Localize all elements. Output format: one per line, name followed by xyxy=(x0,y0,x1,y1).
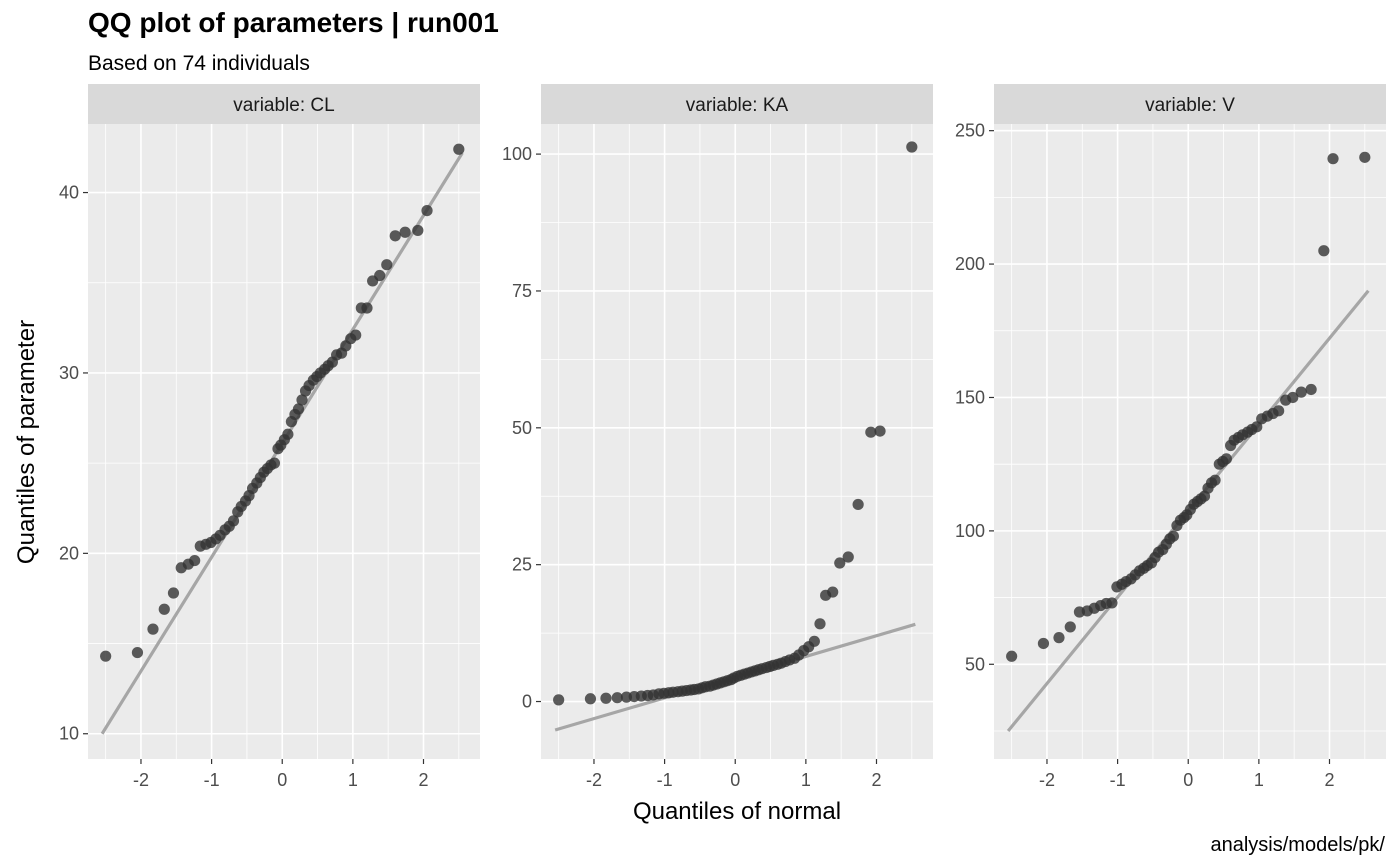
y-tick-label: 75 xyxy=(512,281,532,301)
x-tick-label: 1 xyxy=(1254,770,1264,790)
data-point xyxy=(600,692,612,704)
data-point xyxy=(834,557,846,569)
data-point xyxy=(399,226,411,238)
data-point xyxy=(381,259,393,271)
data-point xyxy=(1305,383,1317,396)
facet-strip xyxy=(541,84,933,124)
panel-background xyxy=(541,124,933,759)
data-point xyxy=(842,551,854,563)
x-tick-label: 0 xyxy=(277,770,287,790)
data-point xyxy=(906,141,918,153)
facet-strip xyxy=(88,84,480,124)
y-axis-title: Quantiles of parameter xyxy=(13,320,40,564)
data-point xyxy=(1273,405,1285,417)
data-point xyxy=(268,457,281,469)
data-point xyxy=(1287,391,1299,404)
data-point xyxy=(1251,421,1263,433)
y-tick-label: 50 xyxy=(965,654,985,674)
data-point xyxy=(1106,597,1118,609)
data-point xyxy=(1209,474,1221,486)
x-tick-label: 1 xyxy=(348,770,358,790)
data-point xyxy=(361,302,373,314)
x-tick-label: -1 xyxy=(204,770,220,790)
data-point xyxy=(374,269,386,282)
x-tick-label: 1 xyxy=(801,770,811,790)
chart-title: QQ plot of parameters | run001 xyxy=(88,7,499,38)
data-point xyxy=(189,554,201,567)
data-point xyxy=(158,603,170,615)
x-tick-label: 2 xyxy=(871,770,881,790)
facet-strip-label: variable: KA xyxy=(686,95,789,116)
data-point xyxy=(296,394,308,406)
y-tick-label: 50 xyxy=(512,418,532,438)
facet-strip-label: variable: CL xyxy=(233,95,334,116)
data-point xyxy=(1006,650,1018,662)
x-tick-label: 0 xyxy=(730,770,740,790)
data-point xyxy=(852,498,864,511)
data-point xyxy=(808,635,820,647)
data-point xyxy=(827,586,839,598)
data-point xyxy=(227,515,240,527)
data-point xyxy=(421,204,433,217)
y-tick-label: 250 xyxy=(955,121,985,141)
facet-panel: variable: KA -2 -1 0 1 2 0 25 50 75 100 xyxy=(502,84,933,790)
panel-background xyxy=(994,124,1386,759)
data-point xyxy=(1037,637,1050,650)
data-point xyxy=(611,692,623,704)
data-point xyxy=(147,623,159,635)
data-point xyxy=(100,650,112,662)
x-tick-label: -1 xyxy=(1110,770,1126,790)
data-point xyxy=(814,618,826,630)
data-point xyxy=(389,230,401,242)
data-point xyxy=(131,646,144,659)
facet-strip-label: variable: V xyxy=(1145,95,1235,116)
data-point xyxy=(350,329,362,341)
chart-caption: analysis/models/pk/ xyxy=(1210,834,1385,856)
data-point xyxy=(282,428,294,440)
data-point xyxy=(412,224,424,237)
data-point xyxy=(1167,530,1180,542)
x-tick-label: -2 xyxy=(133,770,149,790)
data-point xyxy=(453,143,465,155)
x-tick-label: -1 xyxy=(657,770,673,790)
data-point xyxy=(1220,453,1232,465)
data-point xyxy=(167,587,180,599)
data-point xyxy=(1053,632,1065,644)
x-tick-label: 2 xyxy=(1324,770,1334,790)
y-tick-label: 100 xyxy=(502,144,532,164)
y-tick-label: 40 xyxy=(59,183,79,203)
chart-subtitle: Based on 74 individuals xyxy=(88,52,310,75)
x-axis-title: Quantiles of normal xyxy=(633,798,841,825)
data-point xyxy=(1327,153,1339,165)
y-tick-label: 200 xyxy=(955,254,985,274)
data-point xyxy=(874,425,886,437)
x-tick-label: -2 xyxy=(586,770,602,790)
data-point xyxy=(292,403,305,415)
data-point xyxy=(1064,621,1076,633)
facet-panel: variable: CL -2 -1 0 1 2 10 20 30 40 xyxy=(59,84,480,790)
facet-strip xyxy=(994,84,1386,124)
y-tick-label: 0 xyxy=(522,692,532,712)
data-point xyxy=(865,426,877,438)
x-tick-label: -2 xyxy=(1039,770,1055,790)
y-tick-label: 100 xyxy=(955,521,985,541)
data-point xyxy=(1295,386,1307,398)
y-tick-label: 30 xyxy=(59,363,79,383)
data-point xyxy=(1318,245,1330,257)
data-point xyxy=(584,693,597,705)
data-point xyxy=(553,694,565,706)
y-tick-label: 25 xyxy=(512,555,532,575)
data-point xyxy=(1359,151,1371,163)
y-tick-label: 10 xyxy=(59,724,79,744)
y-tick-label: 20 xyxy=(59,543,79,563)
y-tick-label: 150 xyxy=(955,387,985,407)
x-tick-label: 0 xyxy=(1183,770,1193,790)
x-tick-label: 2 xyxy=(418,770,428,790)
